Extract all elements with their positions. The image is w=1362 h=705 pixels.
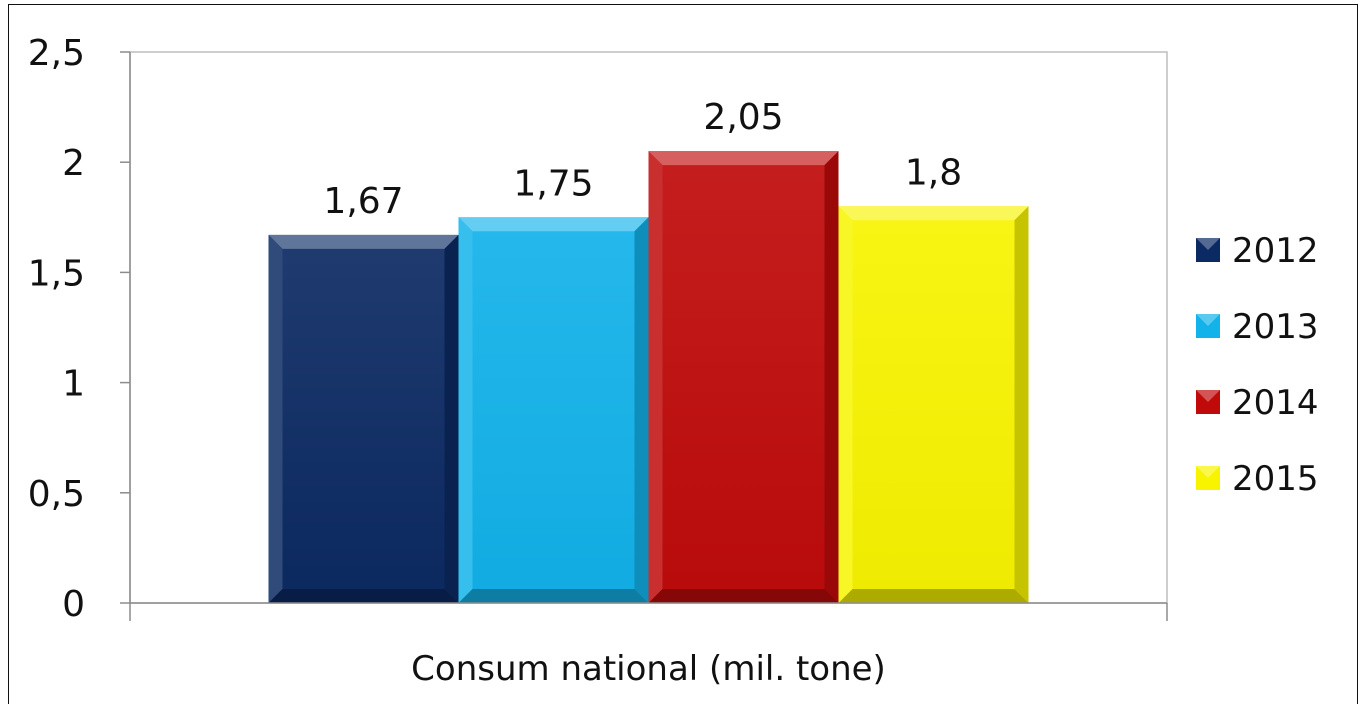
legend-label: 2012: [1232, 231, 1319, 271]
bar-body: [268, 234, 459, 603]
bar-bevel-bottom: [458, 589, 649, 603]
legend-label: 2013: [1232, 307, 1319, 347]
legend-swatch-bevel: [1196, 314, 1220, 326]
data-label-2012: 1,67: [323, 181, 403, 222]
legend-label: 2014: [1232, 383, 1319, 423]
category-label: Consum national (mil. tone): [411, 649, 886, 689]
bar-bevel-left: [458, 217, 473, 604]
bar-bevel-top: [458, 217, 649, 232]
bar-bevel-left: [648, 151, 663, 603]
bar-body: [458, 217, 649, 604]
legend-swatch-bevel: [1196, 466, 1220, 478]
bar-bevel-left: [268, 234, 283, 603]
bar-2012: 1,67: [268, 181, 459, 603]
bar-bevel-bottom: [648, 589, 839, 603]
bar-bevel-bottom: [268, 589, 459, 603]
bar-bevel-right: [634, 217, 649, 604]
y-tick-label: 1: [62, 364, 85, 405]
data-label-2014: 2,05: [703, 97, 783, 138]
y-tick-label: 0,5: [28, 474, 85, 515]
legend-item-2012: 2012: [1196, 231, 1319, 271]
y-tick-label: 2: [62, 143, 85, 184]
legend-item-2014: 2014: [1196, 383, 1319, 423]
bar-bevel-bottom: [838, 589, 1029, 603]
bar-body: [838, 206, 1029, 603]
bar-bevel-top: [838, 206, 1029, 221]
y-tick-label: 2,5: [28, 33, 85, 74]
bar-bevel-top: [648, 151, 839, 166]
y-tick-label: 1,5: [28, 253, 85, 294]
bar-bevel-left: [838, 206, 853, 603]
bar-bevel-top: [268, 234, 459, 249]
bar-body: [648, 151, 839, 603]
legend-swatch-bevel: [1196, 390, 1220, 402]
chart-frame: [8, 4, 1358, 704]
data-label-2013: 1,75: [513, 163, 593, 204]
bar-bevel-right: [824, 151, 839, 603]
bar-2014: 2,05: [648, 97, 839, 603]
legend: 2012 2013 2014 2015: [1196, 231, 1319, 499]
bar-bevel-right: [444, 234, 459, 603]
legend-item-2015: 2015: [1196, 459, 1319, 499]
legend-label: 2015: [1232, 459, 1319, 499]
bar-bevel-right: [1014, 206, 1029, 603]
legend-swatch-bevel: [1196, 238, 1220, 250]
x-axis: Consum national (mil. tone): [129, 602, 1168, 689]
data-label-2015: 1,8: [905, 152, 962, 193]
y-tick-label: 0: [62, 584, 85, 625]
y-axis: 0 0,5 1 1,5 2 2,5: [28, 33, 131, 625]
bar-2015: 1,8: [838, 152, 1029, 603]
legend-item-2013: 2013: [1196, 307, 1319, 347]
bar-group: 1,67 1,75 2,05 1,8: [268, 97, 1029, 604]
bar-2013: 1,75: [458, 163, 649, 604]
